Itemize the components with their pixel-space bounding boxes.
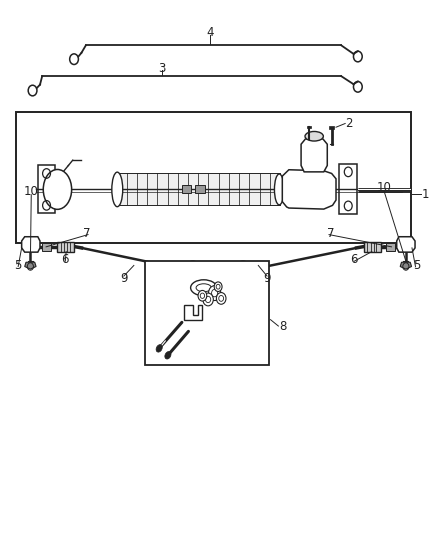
Text: 10: 10 xyxy=(24,185,39,198)
Circle shape xyxy=(184,261,201,282)
Circle shape xyxy=(216,293,226,304)
Text: 3: 3 xyxy=(159,62,166,75)
Bar xyxy=(38,165,55,213)
Text: 2: 2 xyxy=(346,117,353,130)
Text: 5: 5 xyxy=(14,259,22,272)
Circle shape xyxy=(198,290,207,301)
Bar xyxy=(307,126,311,128)
Text: 9: 9 xyxy=(263,272,271,285)
Ellipse shape xyxy=(275,174,284,205)
Bar xyxy=(42,243,51,251)
Ellipse shape xyxy=(196,284,212,292)
Bar xyxy=(364,242,381,252)
Text: 6: 6 xyxy=(350,253,358,265)
Ellipse shape xyxy=(165,352,171,359)
Polygon shape xyxy=(397,237,415,252)
Bar xyxy=(145,261,269,365)
Text: 6: 6 xyxy=(62,253,69,265)
Circle shape xyxy=(208,286,221,301)
Bar xyxy=(329,126,334,130)
Polygon shape xyxy=(301,139,327,172)
Text: 10: 10 xyxy=(377,181,392,195)
Bar xyxy=(195,184,205,193)
Text: 8: 8 xyxy=(279,320,286,333)
Polygon shape xyxy=(184,305,201,320)
Text: 7: 7 xyxy=(83,227,91,240)
Circle shape xyxy=(234,261,252,282)
Polygon shape xyxy=(21,237,40,252)
Bar xyxy=(16,112,411,243)
Text: 7: 7 xyxy=(327,227,334,240)
Polygon shape xyxy=(283,169,336,209)
Bar xyxy=(182,184,191,193)
Bar xyxy=(339,164,357,214)
Circle shape xyxy=(214,282,222,292)
Polygon shape xyxy=(400,262,412,269)
Polygon shape xyxy=(25,262,36,269)
Text: 4: 4 xyxy=(207,26,214,39)
Ellipse shape xyxy=(191,280,217,296)
Text: 1: 1 xyxy=(422,188,430,201)
Ellipse shape xyxy=(156,345,162,352)
Text: 9: 9 xyxy=(120,272,127,285)
Bar xyxy=(386,243,395,251)
Ellipse shape xyxy=(43,169,72,209)
Ellipse shape xyxy=(112,172,123,207)
Ellipse shape xyxy=(305,132,323,141)
Bar xyxy=(57,242,74,252)
Bar xyxy=(117,173,280,205)
Circle shape xyxy=(203,293,213,306)
Text: 5: 5 xyxy=(413,259,420,272)
